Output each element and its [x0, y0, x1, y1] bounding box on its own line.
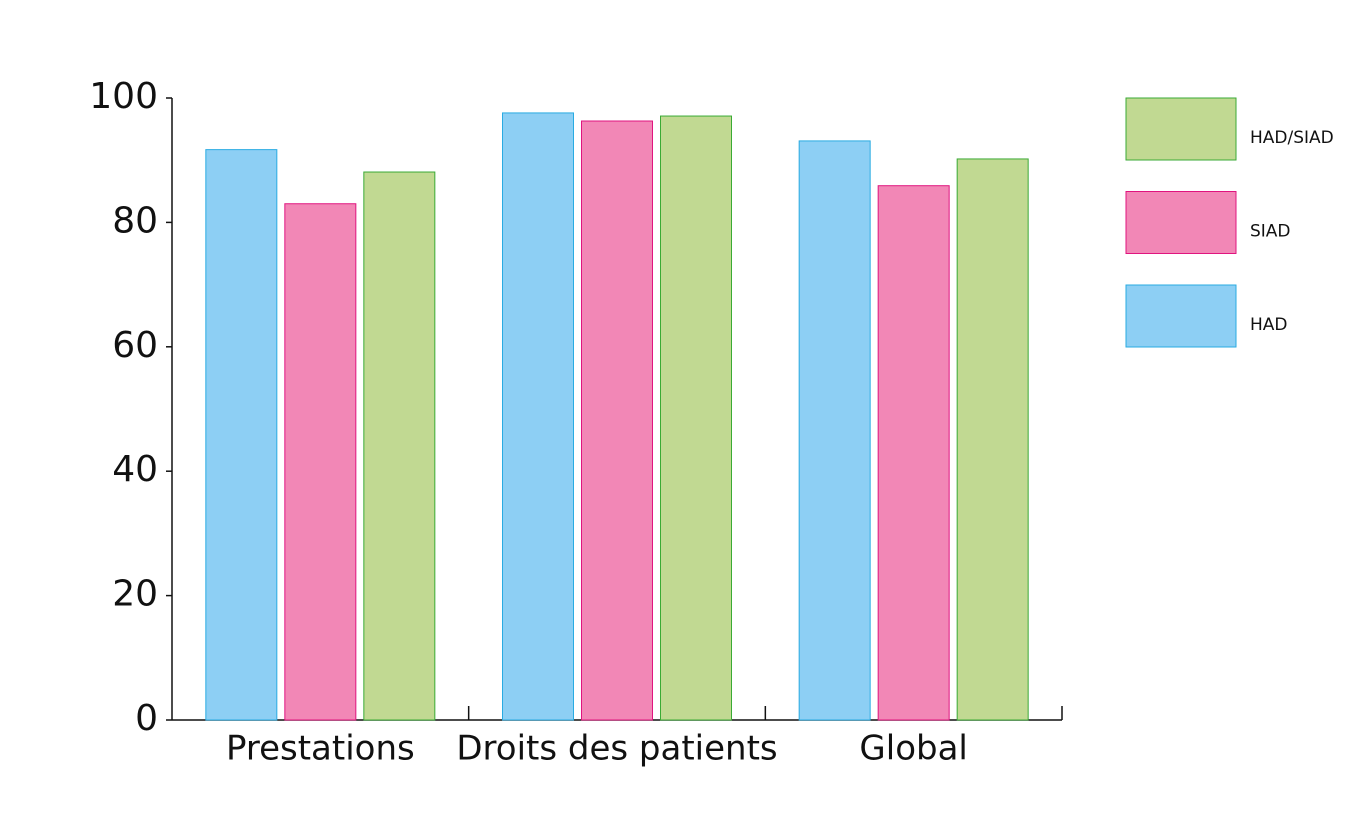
x-tick-label: Global	[859, 729, 967, 769]
bar	[363, 171, 436, 721]
bar	[798, 140, 871, 721]
bar	[205, 149, 278, 721]
legend-label: SIAD	[1250, 222, 1291, 242]
y-tick-label: 80	[112, 200, 158, 241]
bar	[956, 158, 1029, 721]
legend-swatch	[1125, 191, 1237, 254]
legend-swatch	[1125, 97, 1237, 161]
y-tick-label: 40	[112, 449, 158, 490]
legend-swatch	[1125, 284, 1237, 348]
y-tick-label: 20	[112, 574, 158, 615]
bar	[284, 203, 357, 721]
bar	[581, 120, 653, 721]
bar	[660, 115, 732, 721]
legend-label: HAD	[1250, 315, 1288, 335]
y-tick-label: 100	[89, 76, 158, 117]
bar	[502, 112, 574, 721]
legend-label: HAD/SIAD	[1250, 128, 1334, 148]
x-tick-label: Droits des patients	[456, 729, 777, 769]
bar	[877, 185, 950, 721]
y-tick-label: 0	[135, 698, 158, 739]
y-tick-label: 60	[112, 325, 158, 366]
x-tick-label: Prestations	[226, 729, 415, 769]
